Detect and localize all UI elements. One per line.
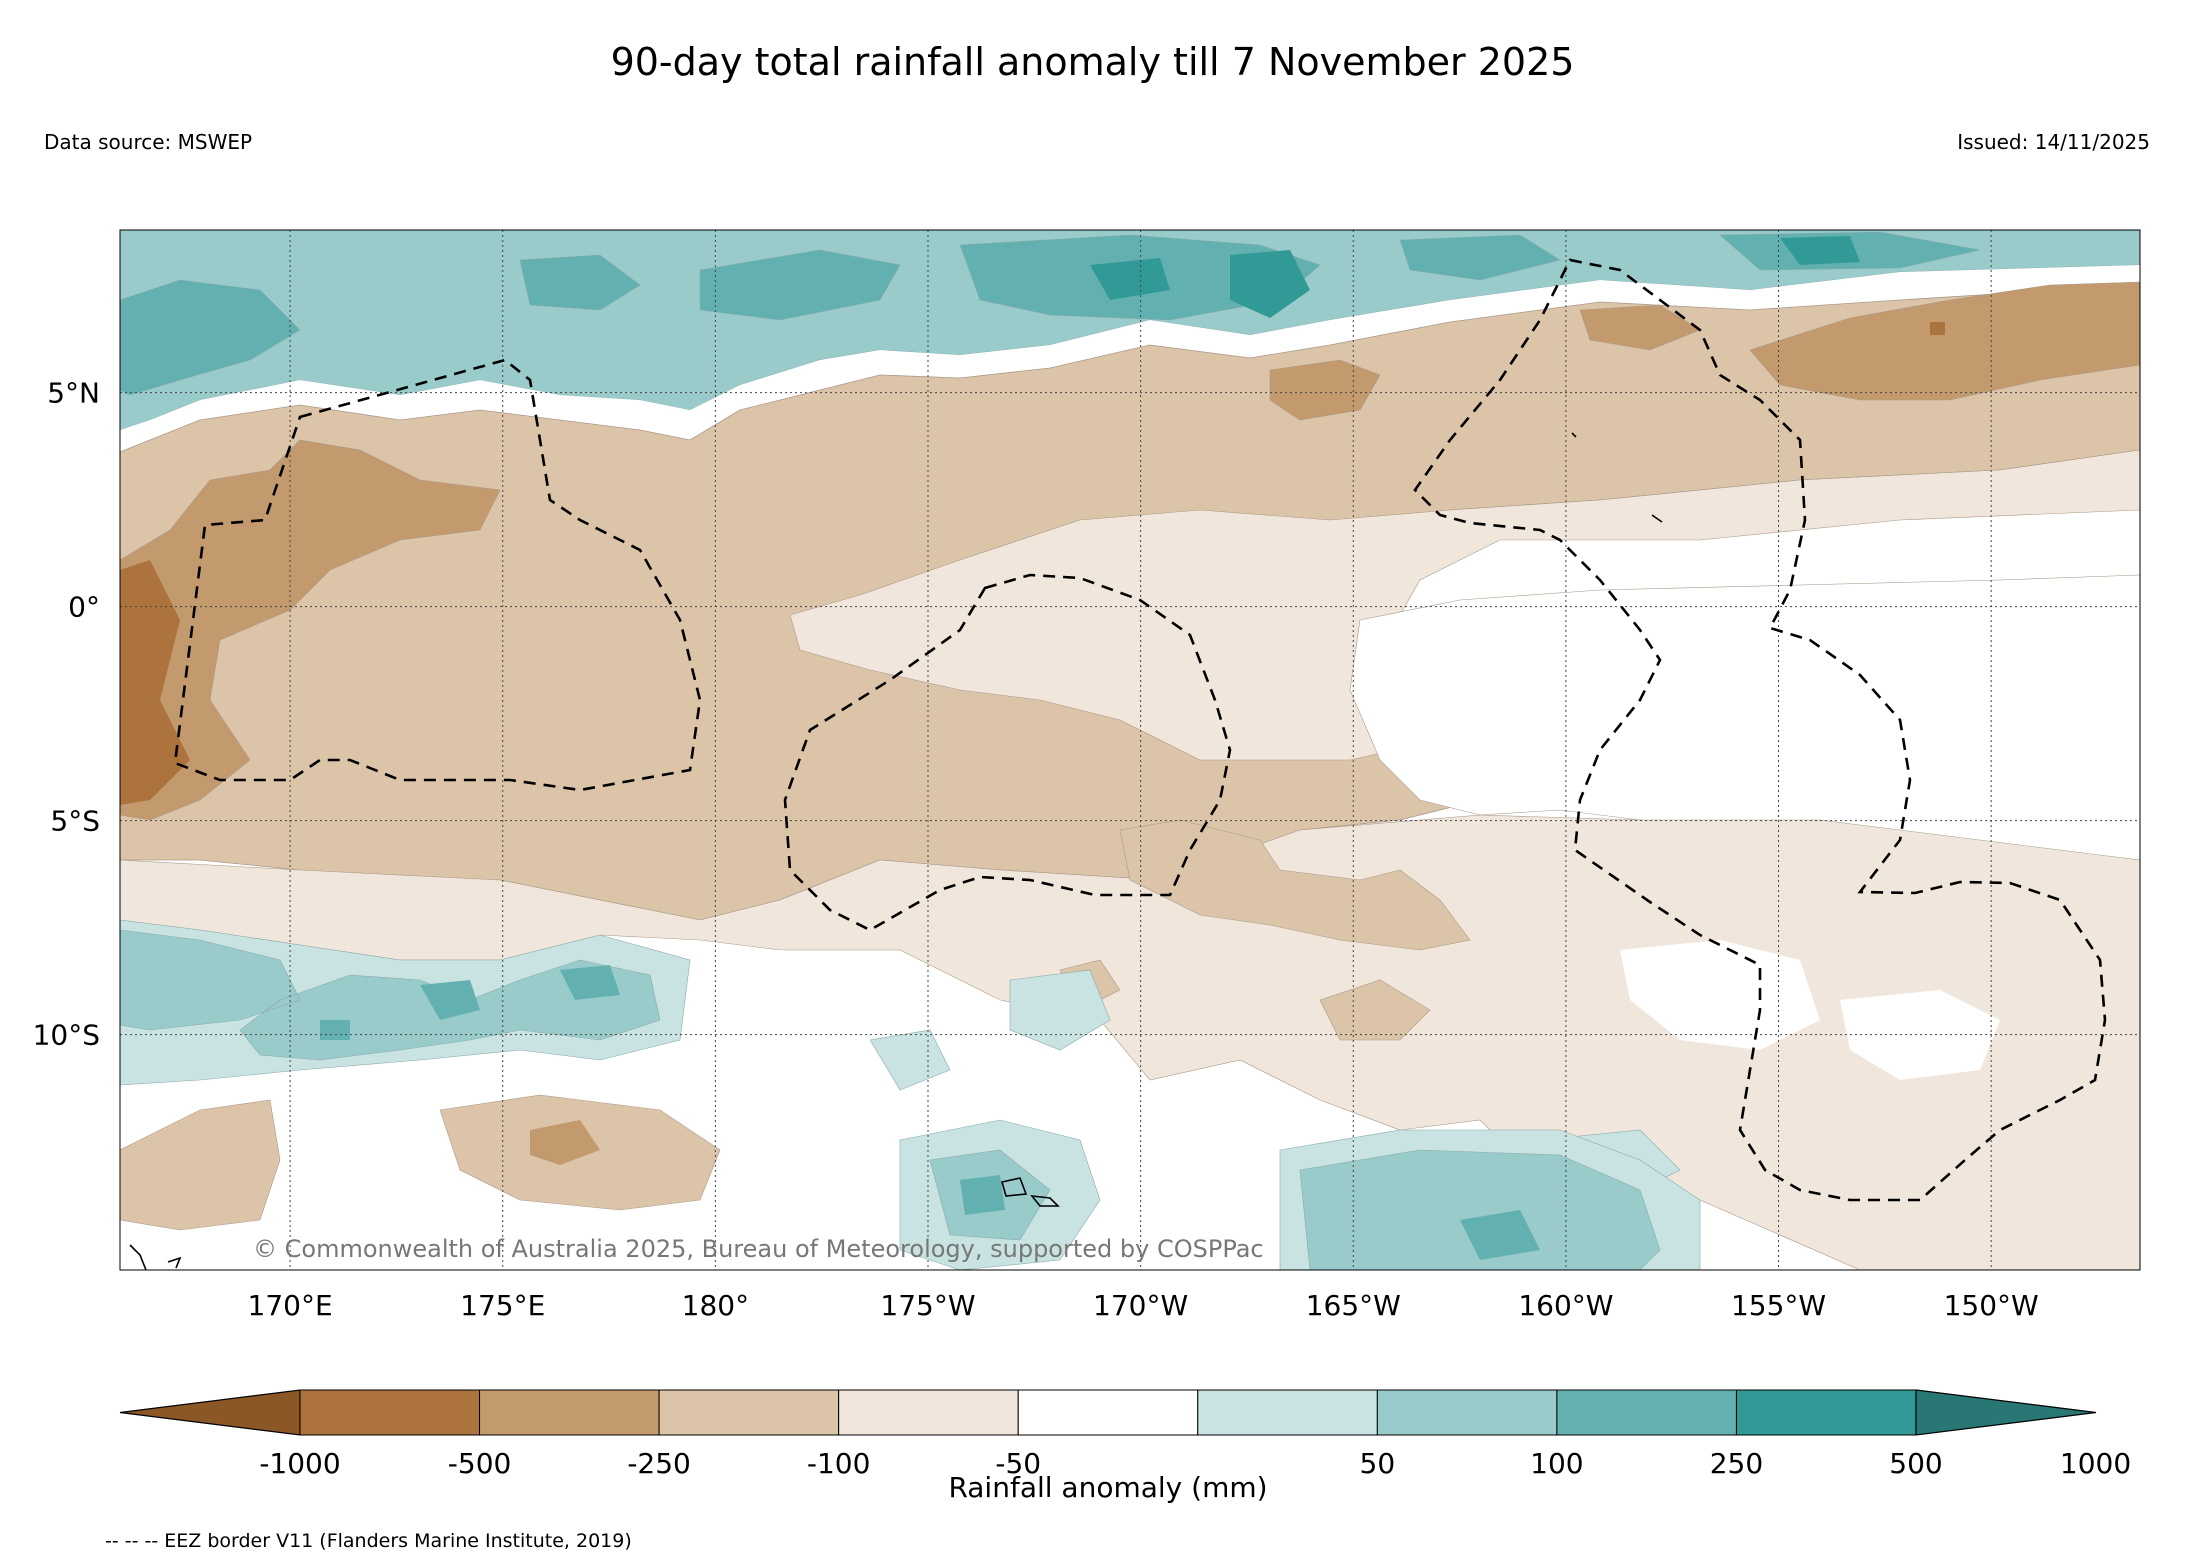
- graticule: [120, 230, 2140, 1270]
- longitude-tick-label: 165°W: [1306, 1289, 1401, 1322]
- colorbar-extend-high: [1915, 1389, 2097, 1436]
- data-source-label: Data source: MSWEP: [44, 130, 253, 154]
- colorbar-segment: [1376, 1389, 1558, 1436]
- anomaly-field: [120, 230, 2140, 1270]
- colorbar-tick-label: -50: [995, 1447, 1041, 1480]
- eez-footnote: -- -- -- EEZ border V11 (Flanders Marine…: [105, 1530, 632, 1552]
- south-neutral-gap: [300, 940, 2000, 1180]
- map-title: 90-day total rainfall anomaly till 7 Nov…: [610, 40, 1575, 84]
- longitude-labels: 170°E 175°E 180° 175°W 170°W 165°W 160°W 155°W 1…: [248, 1289, 2039, 1322]
- colorbar-segment: [1735, 1389, 1917, 1436]
- eez-border-line-north: [1413, 258, 2107, 1202]
- colorbar-tick-label: 500: [1889, 1447, 1942, 1480]
- longitude-tick-label: 150°W: [1944, 1289, 2039, 1322]
- island-outline: [1030, 1194, 1060, 1207]
- colorbar-tick-label: 250: [1710, 1447, 1763, 1480]
- latitude-tick-label: 10°S: [33, 1019, 100, 1052]
- issued-date: Issued: 14/11/2025: [1957, 130, 2150, 154]
- longitude-tick-label: 175°E: [460, 1289, 545, 1322]
- colorbar-segment: [299, 1389, 481, 1436]
- colorbar-segment: [658, 1389, 840, 1436]
- copyright-credit: © Commonwealth of Australia 2025, Bureau…: [253, 1235, 1264, 1263]
- dry-core-west: [120, 439, 501, 821]
- north-wet-peak: [1090, 236, 1860, 318]
- colorbar-tick-label: -100: [807, 1447, 871, 1480]
- colorbar-extend-low: [119, 1389, 301, 1436]
- eez-border-kiribati-gilbert: [173, 358, 702, 792]
- island-outline: [1000, 1177, 1028, 1197]
- eez-borders: [173, 258, 2107, 1202]
- colorbar-tick-label: 50: [1360, 1447, 1396, 1480]
- longitude-tick-label: 155°W: [1731, 1289, 1826, 1322]
- colorbar-segment: [838, 1389, 1019, 1436]
- eez-border-phoenix: [783, 573, 1232, 932]
- colorbar-label: Rainfall anomaly (mm): [948, 1471, 1267, 1504]
- colorbar-tick-label: 1000: [2060, 1447, 2131, 1480]
- colorbar-segment: [1017, 1389, 1199, 1436]
- north-neutral-strip: [120, 265, 2140, 452]
- latitude-labels: 5°N 0° 5°S 10°S: [33, 377, 100, 1052]
- colorbar-tick-label: -500: [448, 1447, 512, 1480]
- island-outlines: [129, 432, 1663, 1271]
- longitude-tick-label: 175°W: [880, 1289, 975, 1322]
- map-frame: [119, 229, 2141, 1271]
- longitude-tick-label: 160°W: [1518, 1289, 1613, 1322]
- colorbar-segment: [1197, 1389, 1378, 1436]
- latitude-tick-label: 0°: [68, 591, 100, 624]
- colorbar-tick-label: -250: [627, 1447, 691, 1480]
- south-wet-peak: [960, 1175, 1540, 1260]
- latitude-tick-label: 5°N: [47, 377, 100, 410]
- colorbar-segment: [479, 1389, 660, 1436]
- longitude-tick-label: 170°W: [1093, 1289, 1188, 1322]
- dry-core-east: [1269, 281, 2140, 421]
- colorbar: -1000 -500 -250 -100 -50 50 100 250 500 1000: [119, 1389, 2131, 1480]
- southwest-wet-peak: [320, 965, 620, 1040]
- colorbar-segment: [1556, 1389, 1737, 1436]
- longitude-tick-label: 170°E: [248, 1289, 333, 1322]
- latitude-tick-label: 5°S: [50, 805, 100, 838]
- colorbar-tick-label: -1000: [259, 1447, 340, 1480]
- colorbar-tick-label: 100: [1530, 1447, 1583, 1480]
- longitude-tick-label: 180°: [682, 1289, 749, 1322]
- island-outline: [129, 1244, 182, 1271]
- island-outline: [1571, 432, 1663, 523]
- south-dry-core: [530, 1120, 600, 1165]
